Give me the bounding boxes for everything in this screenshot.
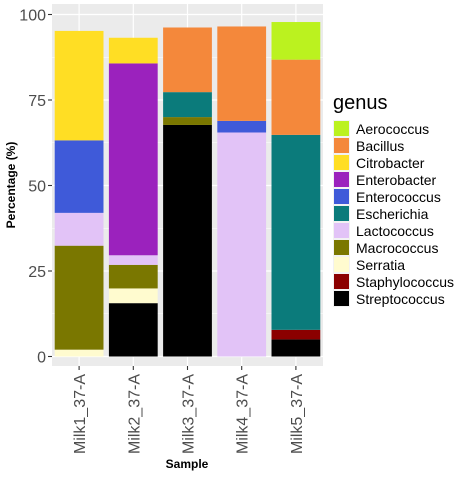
y-tick-label: 100 — [19, 8, 46, 25]
x-tick-label: Milk5_37-A — [289, 374, 306, 454]
bar-segment-staphylococcus — [271, 329, 321, 340]
y-tick-label: 75 — [28, 93, 46, 110]
bar-segment-bacillus — [163, 27, 212, 93]
bars — [54, 22, 321, 357]
bar-segment-streptococcus — [108, 303, 158, 357]
bar-segment-enterococcus — [54, 140, 104, 213]
legend-swatch-enterococcus — [334, 189, 349, 204]
bar-segment-enterobacter — [108, 63, 158, 256]
legend-label: Bacillus — [356, 138, 404, 154]
legend-label: Streptococcus — [356, 291, 445, 307]
bar-segment-escherichia — [163, 92, 212, 118]
bar-segment-escherichia — [271, 134, 321, 330]
x-axis: Milk1_37-A Milk2_37-A Milk3_37-A Milk4_37-A… — [72, 366, 306, 454]
legend-swatch-lactococcus — [334, 223, 349, 238]
legend-label: Enterococcus — [356, 189, 441, 205]
legend-swatch-enterobacter — [334, 172, 349, 187]
x-tick-label: Milk1_37-A — [72, 374, 89, 454]
legend-swatch-aerococcus — [334, 121, 349, 136]
legend-label: Serratia — [356, 257, 405, 273]
bar-segment-serratia — [54, 349, 104, 357]
legend-swatch-serratia — [334, 257, 349, 272]
bar-segment-bacillus — [271, 59, 321, 135]
legend-label: Escherichia — [356, 206, 429, 222]
bar-segment-enterococcus — [217, 120, 267, 133]
legend-label: Enterobacter — [356, 172, 436, 188]
legend-label: Macrococcus — [356, 240, 438, 256]
bar-segment-lactococcus — [217, 132, 267, 357]
x-tick-label: Milk2_37-A — [126, 374, 143, 454]
bar-segment-streptococcus — [271, 339, 321, 357]
bar-segment-macrococcus — [54, 245, 104, 350]
y-tick-label: 50 — [28, 179, 46, 196]
bar-segment-lactococcus — [108, 255, 158, 265]
bar-segment-citrobacter — [108, 37, 158, 64]
legend-swatch-bacillus — [334, 138, 349, 153]
legend-swatch-macrococcus — [334, 240, 349, 255]
bar-segment-streptococcus — [163, 124, 212, 357]
x-tick-label: Milk4_37-A — [235, 374, 252, 454]
legend-swatch-escherichia — [334, 206, 349, 221]
y-tick-label: 0 — [37, 350, 46, 367]
bar-segment-aerococcus — [271, 22, 321, 60]
bar-segment-bacillus — [217, 26, 267, 121]
bar-segment-citrobacter — [54, 30, 104, 141]
legend-label: Lactococcus — [356, 223, 434, 239]
legend-label: Citrobacter — [356, 155, 425, 171]
x-axis-title: Sample — [166, 457, 209, 471]
bar-segment-macrococcus — [108, 264, 158, 289]
bar-segment-serratia — [108, 288, 158, 304]
y-tick-label: 25 — [28, 264, 46, 281]
y-axis-title: Percentage (%) — [4, 142, 18, 229]
legend-label: Aerococcus — [356, 121, 429, 137]
legend-swatch-citrobacter — [334, 155, 349, 170]
y-axis: 0 25 50 75 100 — [19, 8, 52, 367]
legend-swatch-staphylococcus — [334, 274, 349, 289]
legend-swatch-streptococcus — [334, 291, 349, 306]
bar-segment-lactococcus — [54, 212, 104, 246]
legend-title: genus — [333, 92, 388, 114]
legend: genus AerococcusBacillusCitrobacterEnter… — [333, 92, 454, 307]
bar-segment-macrococcus — [163, 117, 212, 125]
x-tick-label: Milk3_37-A — [181, 374, 198, 454]
legend-label: Staphylococcus — [356, 274, 454, 290]
